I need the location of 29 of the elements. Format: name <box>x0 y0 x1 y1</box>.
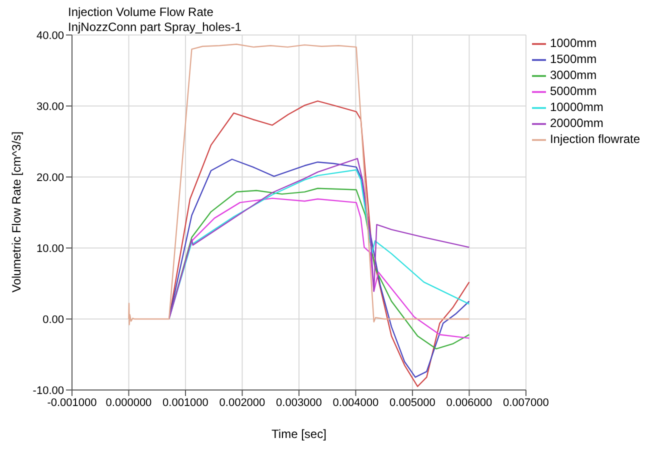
x-tick-label: 0.002000 <box>219 396 266 409</box>
line-series <box>168 100 470 388</box>
x-tick-label: 0.006000 <box>446 396 492 409</box>
x-tick-label: 0.001000 <box>162 396 208 409</box>
legend-label: 1500mm <box>550 52 597 66</box>
y-tick-label: -10.00 <box>32 384 64 397</box>
y-tick-label: 20.00 <box>36 172 64 184</box>
legend-label: 5000mm <box>550 84 597 98</box>
legend-label: 3000mm <box>550 68 597 82</box>
legend-label: 10000mm <box>550 100 604 114</box>
x-tick-label: -0.001000 <box>47 396 97 409</box>
y-tick-label: 30.00 <box>36 100 64 113</box>
legend-label: 20000mm <box>550 116 604 130</box>
x-axis-title: Time [sec] <box>272 427 326 441</box>
x-tick-label: 0.004000 <box>332 396 379 409</box>
y-axis-title: Volumetric Flow Rate [cm^3/s] <box>9 131 24 292</box>
y-tick-label: 10.00 <box>36 242 64 255</box>
x-tick-label: 0.000000 <box>106 396 152 409</box>
line-series <box>128 44 470 326</box>
legend-label: Injection flowrate <box>550 132 640 146</box>
line-series <box>168 158 470 378</box>
y-tick-label: 40.00 <box>36 30 64 42</box>
x-tick-label: 0.003000 <box>276 396 322 409</box>
x-tick-label: 0.007000 <box>503 396 549 409</box>
chart-title: Injection Volume Flow Rate <box>68 5 214 20</box>
legend-label: 1000mm <box>550 36 597 50</box>
y-tick-label: 0.00 <box>42 314 64 326</box>
chart-subtitle: InjNozzConn part Spray_holes-1 <box>68 20 242 35</box>
x-tick-label: 0.005000 <box>390 396 436 409</box>
